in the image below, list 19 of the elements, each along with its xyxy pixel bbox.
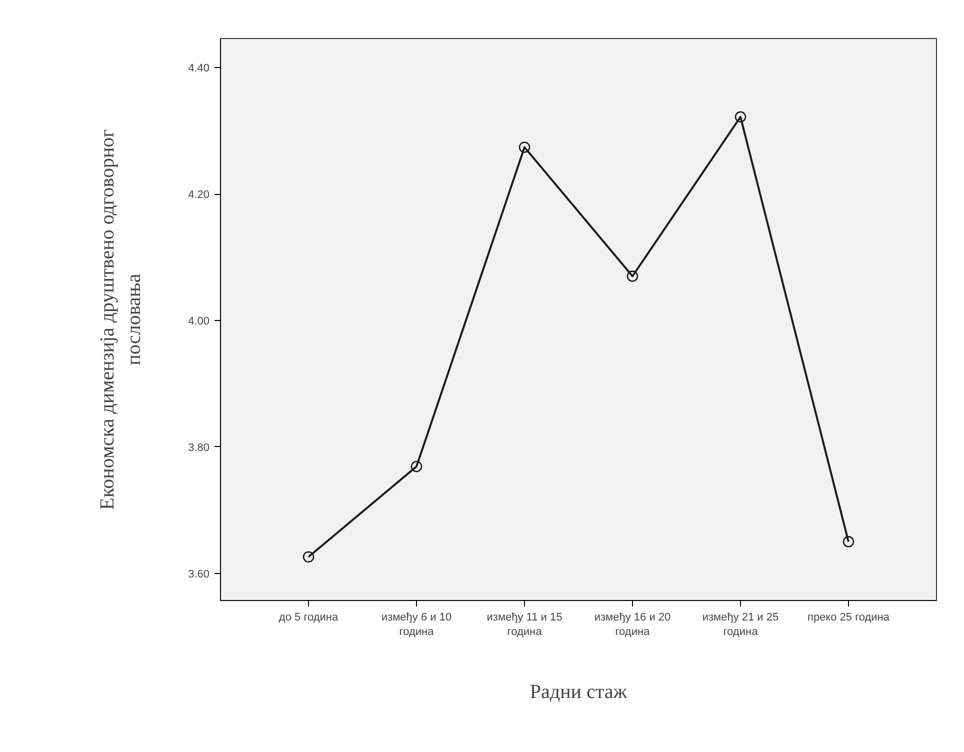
x-tick-label: између 16 и 20 година [594,612,671,638]
point [626,270,638,282]
point [842,536,854,548]
point [302,551,314,563]
y-tick-label: 3.80 [188,442,210,454]
x-axis-title: Радни стаж [530,680,628,703]
y-tick-label: 4.00 [188,315,210,328]
point [518,142,530,153]
y-tick-label: 3.60 [188,568,210,580]
point [734,111,746,123]
y-tick-label: 4.20 [188,189,210,202]
x-tick-label: преко 25 година [807,612,890,624]
x-tick-label: између 11 и 15 година [486,612,562,638]
x-tick-label: између 6 и 10 година [381,612,452,638]
point [410,460,422,472]
y-axis-title: Економска димензија друштвено одговорног пословања [96,129,146,510]
x-tick-label: између 21 и 25 година [702,612,779,638]
x-tick-label: до 5 година [278,612,339,624]
y-tick-label: 4.40 [188,62,210,75]
